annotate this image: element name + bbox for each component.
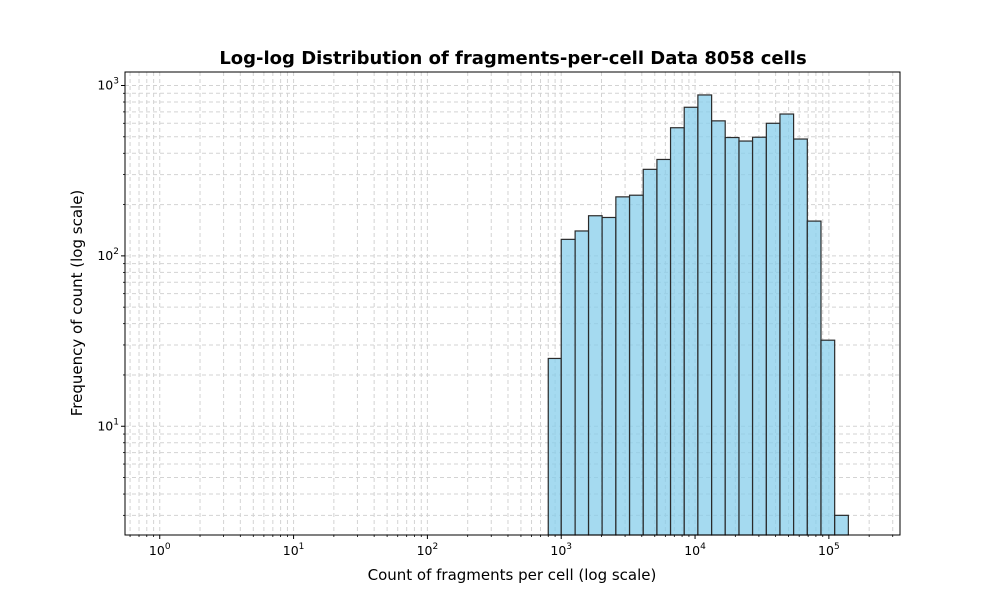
x-axis-label: Count of fragments per cell (log scale)	[368, 566, 657, 584]
histogram-bar	[765, 122, 781, 536]
y-tick-label: 102	[97, 247, 119, 263]
histogram-bar	[751, 136, 767, 536]
histogram-bar	[820, 339, 836, 536]
histogram-bar	[711, 120, 726, 536]
histogram-bar	[806, 220, 822, 536]
x-tick-label: 102	[417, 542, 439, 558]
histogram-bar	[834, 514, 849, 536]
y-tick-label: 103	[97, 76, 119, 92]
histogram-bar	[560, 238, 576, 536]
histogram-bar	[683, 106, 699, 536]
plot-area: 100 101 102 103 104 105 101 102 103	[97, 71, 901, 558]
x-tick-label: 103	[550, 542, 572, 558]
histogram-bar	[615, 196, 631, 536]
axis-ticks: 100 101 102 103 104 105 101 102 103	[97, 76, 894, 558]
histogram-bar	[601, 216, 617, 536]
histogram-bar	[669, 127, 685, 536]
x-tick-label: 104	[684, 542, 706, 558]
y-tick-label: 101	[97, 417, 119, 433]
histogram-bar	[628, 194, 644, 536]
histogram-bar	[792, 138, 808, 536]
x-tick-label: 100	[149, 542, 171, 558]
histogram-bar	[697, 94, 713, 536]
histogram-bar	[547, 357, 562, 536]
chart-title: Log-log Distribution of fragments-per-ce…	[219, 48, 806, 69]
x-tick-label: 105	[818, 542, 840, 558]
plot-frame	[124, 71, 901, 536]
histogram-bar	[656, 158, 672, 536]
y-axis-label: Frequency of count (log scale)	[68, 190, 86, 417]
histogram-bar	[574, 230, 590, 536]
histogram-bar	[587, 215, 603, 536]
histogram-bar	[642, 168, 658, 536]
x-tick-label: 101	[283, 542, 305, 558]
histogram-bar	[738, 140, 754, 536]
histogram-bar	[724, 136, 740, 536]
histogram-bar	[779, 113, 795, 536]
